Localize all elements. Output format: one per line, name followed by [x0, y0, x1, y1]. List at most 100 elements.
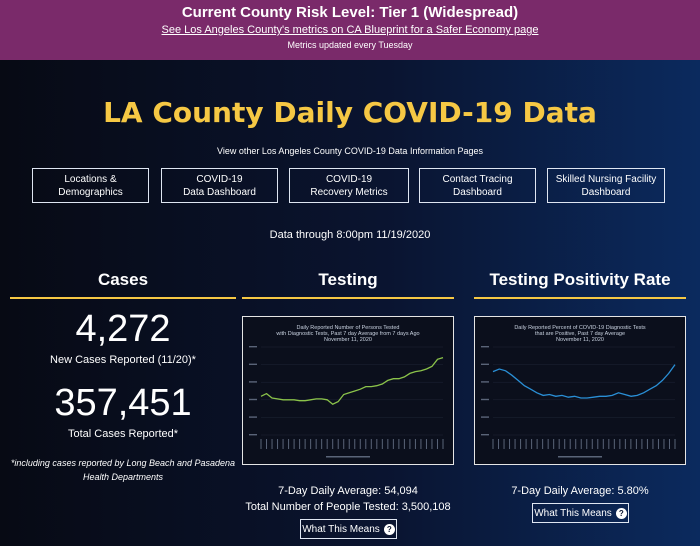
nav-data-dashboard-button[interactable]: COVID-19 Data Dashboard — [161, 168, 278, 203]
x-tick-mark — [619, 439, 621, 449]
new-cases-label: New Cases Reported (11/20)* — [50, 354, 196, 366]
positivity-what-this-means-button[interactable]: What This Means ? — [532, 503, 629, 523]
x-axis-caption-mark — [326, 456, 370, 458]
nav-skilled-nursing-button[interactable]: Skilled Nursing Facility Dashboard — [547, 168, 665, 203]
x-tick-mark — [509, 439, 511, 449]
x-tick-mark — [381, 439, 383, 449]
chart-title-line: that are Positive, Past 7 day Average — [535, 331, 625, 337]
nav-label: Dashboard — [581, 186, 631, 198]
x-tick-mark — [271, 439, 273, 449]
positivity-chart: Daily Reported Percent of COVID-19 Diagn… — [474, 316, 686, 465]
nav-label: Dashboard — [453, 186, 502, 198]
testing-7day-average: 7-Day Daily Average: 54,094 — [278, 485, 418, 497]
x-tick-mark — [310, 439, 312, 449]
series-line — [492, 364, 676, 399]
risk-level-title: Current County Risk Level: Tier 1 (Wides… — [181, 4, 519, 21]
x-tick-mark — [558, 439, 560, 449]
positivity-divider — [474, 297, 686, 299]
cases-footnote: *including cases reported by Long Beach … — [10, 456, 236, 484]
x-tick-mark — [525, 439, 527, 449]
x-tick-mark — [425, 439, 427, 449]
ca-blueprint-link[interactable]: See Los Angeles County's metrics on CA B… — [161, 24, 539, 36]
x-tick-mark — [586, 439, 588, 449]
new-cases-value: 4,272 — [75, 308, 171, 350]
cases-heading: Cases — [97, 270, 149, 289]
x-tick-mark — [668, 439, 670, 449]
x-tick-mark — [547, 439, 549, 449]
chart-subtitle: November 11, 2020 — [556, 337, 604, 343]
x-tick-mark — [630, 439, 632, 449]
testing-divider — [242, 297, 454, 299]
page-title: LA County Daily COVID-19 Data — [103, 96, 597, 129]
x-tick-mark — [602, 439, 604, 449]
nav-locations-demographics-button[interactable]: Locations & Demographics — [32, 168, 149, 203]
x-tick-mark — [442, 439, 444, 449]
y-tick-mark — [481, 416, 489, 418]
y-tick-mark — [481, 398, 489, 401]
button-label: What This Means — [534, 507, 612, 519]
footnote-line: *including cases reported by Long Beach … — [10, 458, 236, 468]
question-icon: ? — [615, 507, 627, 519]
x-tick-mark — [597, 439, 599, 449]
y-tick-mark — [481, 363, 489, 365]
x-tick-mark — [431, 439, 433, 449]
x-tick-mark — [414, 439, 416, 449]
x-tick-mark — [420, 439, 422, 449]
x-tick-mark — [613, 439, 615, 449]
y-tick-mark — [481, 434, 489, 436]
nav-label: Data Dashboard — [183, 186, 256, 198]
x-tick-mark — [337, 439, 339, 449]
x-tick-mark — [436, 439, 438, 449]
x-tick-mark — [520, 439, 522, 449]
x-tick-mark — [624, 439, 626, 449]
y-tick-mark — [249, 363, 257, 365]
x-tick-mark — [326, 439, 328, 449]
x-tick-mark — [531, 439, 533, 449]
series-line — [260, 356, 444, 405]
x-tick-mark — [387, 439, 389, 449]
nav-label: Skilled Nursing Facility — [555, 173, 657, 185]
nav-label: COVID-19 — [325, 173, 373, 185]
x-tick-mark — [569, 439, 571, 449]
x-tick-mark — [657, 439, 659, 449]
other-pages-label: View other Los Angeles County COVID-19 D… — [217, 146, 483, 156]
nav-recovery-metrics-button[interactable]: COVID-19 Recovery Metrics — [289, 168, 409, 203]
x-tick-mark — [663, 439, 665, 449]
x-tick-mark — [403, 439, 405, 449]
nav-contact-tracing-button[interactable]: Contact Tracing Dashboard — [419, 168, 536, 203]
x-tick-mark — [365, 439, 367, 449]
x-tick-mark — [343, 439, 345, 449]
nav-label: Recovery Metrics — [310, 186, 388, 198]
x-tick-mark — [498, 439, 500, 449]
x-tick-mark — [392, 439, 394, 449]
x-tick-mark — [354, 439, 356, 449]
positivity-heading: Testing Positivity Rate — [489, 270, 671, 289]
chart-title-line: Daily Reported Number of Persons Tested — [297, 325, 400, 331]
nav-label: Contact Tracing — [442, 173, 513, 185]
x-tick-mark — [635, 439, 637, 449]
nav-label: COVID-19 — [196, 173, 243, 185]
y-tick-mark — [249, 416, 257, 418]
x-tick-mark — [359, 439, 361, 449]
y-tick-mark — [249, 346, 257, 348]
x-tick-mark — [266, 439, 268, 449]
x-tick-mark — [260, 439, 262, 449]
chart-subtitle: November 11, 2020 — [324, 337, 372, 343]
nav-label: Locations & — [64, 173, 117, 185]
x-tick-mark — [553, 439, 555, 449]
x-tick-mark — [321, 439, 323, 449]
footnote-line: Health Departments — [82, 472, 164, 482]
x-tick-mark — [591, 439, 593, 449]
x-tick-mark — [332, 439, 334, 449]
testing-chart: Daily Reported Number of Persons Tested w… — [242, 316, 454, 465]
x-tick-mark — [608, 439, 610, 449]
nav-label: Demographics — [58, 186, 123, 198]
x-tick-mark — [580, 439, 582, 449]
x-tick-mark — [674, 439, 676, 449]
risk-level-banner: Current County Risk Level: Tier 1 (Wides… — [0, 0, 700, 60]
testing-what-this-means-button[interactable]: What This Means ? — [300, 519, 397, 539]
x-tick-mark — [376, 439, 378, 449]
y-tick-mark — [481, 381, 489, 383]
y-tick-mark — [481, 346, 489, 348]
x-axis-caption-mark — [558, 456, 602, 458]
